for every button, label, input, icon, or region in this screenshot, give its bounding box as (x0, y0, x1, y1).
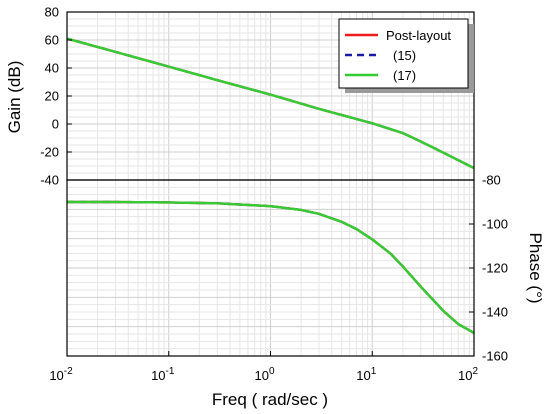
legend-label-eq15: (15) (393, 48, 416, 63)
phase-y-axis-title: Phase (°) (526, 232, 545, 303)
gain-y-tick-label: 80 (45, 5, 59, 20)
gain-y-tick-label: 20 (45, 89, 59, 104)
legend-label-post-layout: Post-layout (386, 28, 451, 43)
phase-y-tick-label: -100 (482, 217, 508, 232)
x-tick-label: 10-1 (151, 366, 175, 383)
x-tick-label: 100 (254, 366, 274, 383)
gain-y-tick-label: 60 (45, 33, 59, 48)
legend-box (338, 18, 469, 89)
gain-series--17- (66, 37, 475, 170)
series-lines (66, 37, 475, 334)
gain-y-tick-label: -40 (40, 173, 59, 188)
gain-y-axis-title: Gain (dB) (5, 61, 24, 134)
phase-y-tick-label: -120 (482, 261, 508, 276)
legend: Post-layout (15) (17) (338, 18, 474, 93)
phase-y-tick-label: -160 (482, 349, 508, 364)
x-axis-title: Freq ( rad/sec ) (212, 390, 328, 409)
axis-ticks: 80 60 40 20 0 -20 -40 -80 -100 -120 -140 -160 10-2 10… (40, 5, 508, 384)
gain-y-tick-label: -20 (40, 145, 59, 160)
phase-series--17- (67, 200, 475, 334)
legend-label-eq17: (17) (393, 68, 416, 83)
x-tick-label: 10-2 (49, 366, 73, 383)
x-tick-label: 101 (356, 366, 376, 383)
gain-y-tick-label: 40 (45, 61, 59, 76)
phase-y-tick-label: -80 (482, 173, 501, 188)
x-tick-label: 102 (458, 366, 478, 383)
phase-y-tick-label: -140 (482, 305, 508, 320)
gain-y-tick-label: 0 (52, 117, 59, 132)
